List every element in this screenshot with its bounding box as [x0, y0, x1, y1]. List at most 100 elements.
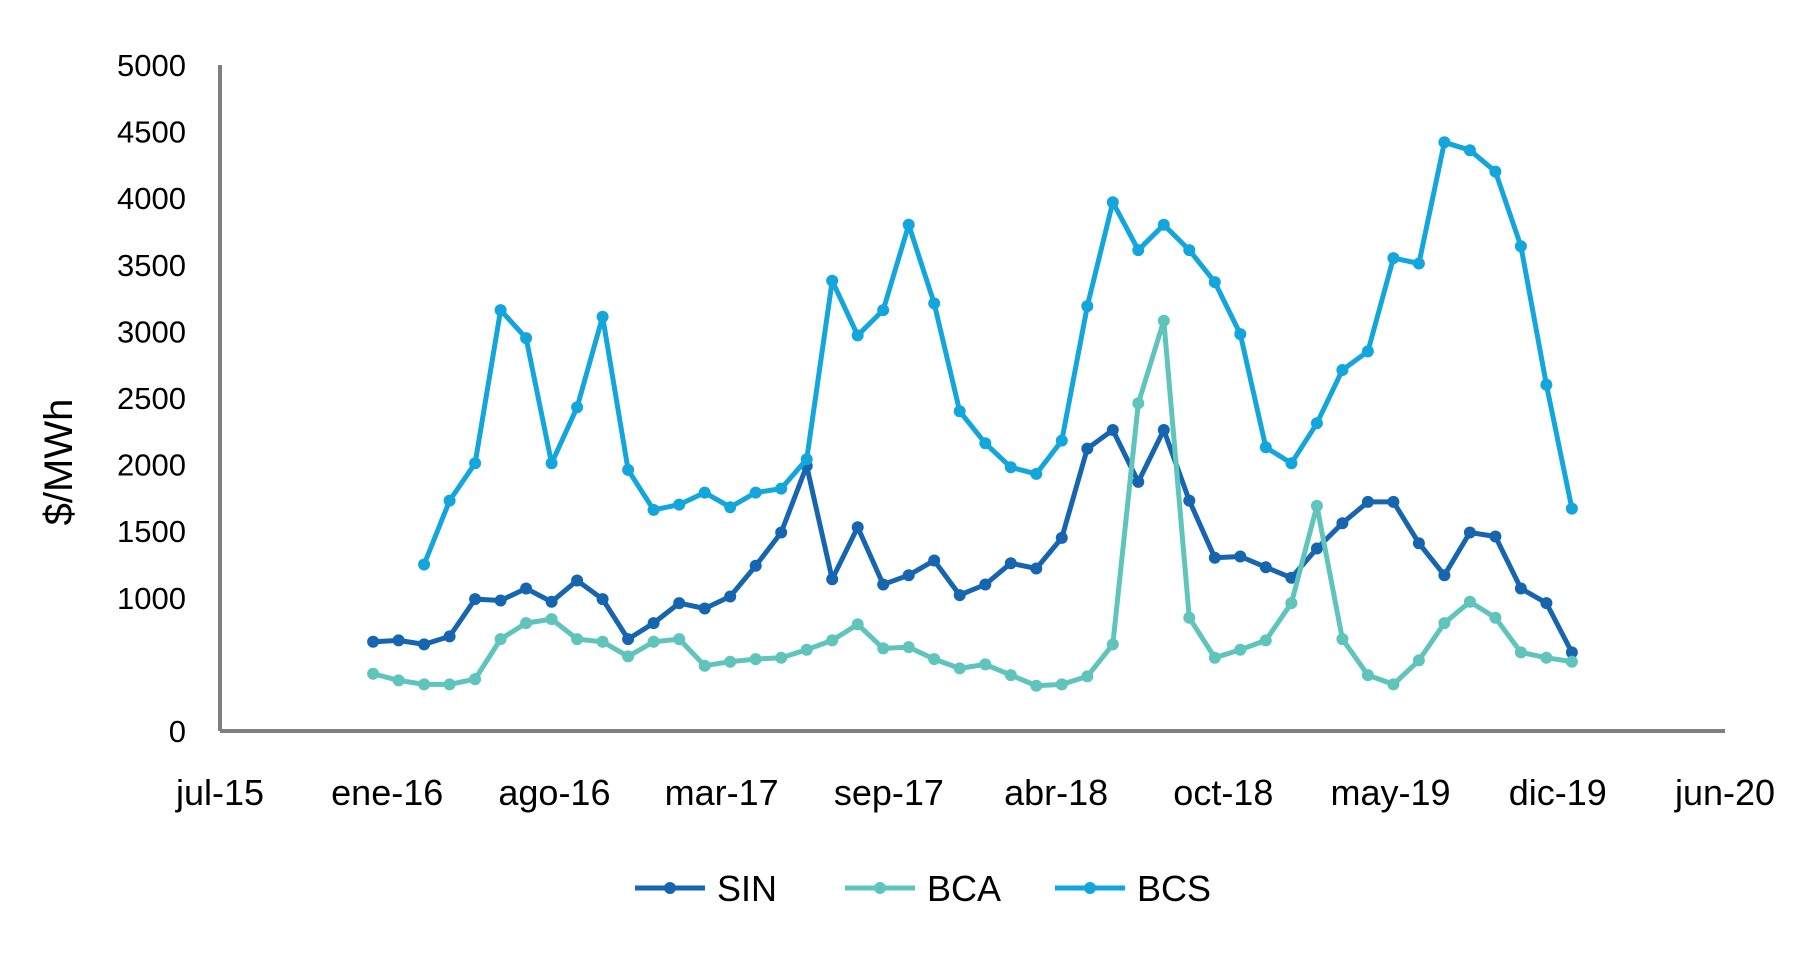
x-tick-label: abr-18: [1004, 772, 1108, 813]
series-bca: [367, 314, 1578, 692]
data-point: [1387, 678, 1400, 691]
data-point: [1234, 643, 1247, 656]
data-point: [647, 503, 660, 516]
data-point: [520, 332, 533, 345]
x-tick-label: dic-19: [1509, 772, 1607, 813]
data-point: [1081, 442, 1094, 455]
data-point: [1157, 424, 1170, 436]
y-axis: 0 1000 1500 2000 2500 3000 3500 4000 4500 5000: [117, 48, 222, 749]
x-axis: jul-15 ene-16 ago-16 mar-17 sep-17 abr-18 oct-…: [175, 729, 1775, 813]
data-point: [928, 554, 941, 567]
data-point: [775, 482, 788, 495]
data-point: [545, 613, 558, 626]
data-point: [800, 453, 813, 466]
data-point: [1030, 562, 1043, 575]
data-point: [851, 329, 864, 342]
data-point: [596, 593, 609, 606]
data-point: [698, 659, 711, 672]
data-point: [571, 633, 584, 646]
data-point: [877, 304, 890, 317]
legend-item-sin: SIN: [635, 868, 777, 909]
data-point: [1412, 654, 1425, 667]
y-axis-label: $/MWh: [37, 399, 81, 526]
data-point: [1310, 499, 1323, 512]
data-point: [1361, 669, 1374, 682]
data-point: [1183, 611, 1196, 624]
data-point: [571, 574, 584, 587]
x-tick-label: oct-18: [1173, 772, 1273, 813]
data-point: [1310, 417, 1323, 430]
data-point: [877, 578, 890, 591]
data-point: [596, 310, 609, 323]
data-point: [928, 653, 941, 666]
legend-item-bca: BCA: [845, 868, 1001, 909]
data-point: [1540, 378, 1553, 391]
data-point: [520, 582, 533, 595]
data-point: [1234, 550, 1247, 563]
data-point: [1412, 257, 1425, 270]
legend-label: SIN: [717, 868, 777, 909]
data-point: [1463, 144, 1476, 157]
data-point: [1336, 517, 1349, 530]
data-point: [1183, 494, 1196, 507]
data-point: [1081, 300, 1094, 313]
data-point: [1361, 345, 1374, 358]
x-tick-label: sep-17: [834, 772, 944, 813]
legend-item-bcs: BCS: [1055, 868, 1211, 909]
data-point: [1132, 475, 1145, 488]
data-point: [1438, 617, 1451, 630]
data-point: [545, 457, 558, 470]
data-point: [1081, 670, 1094, 683]
data-point: [1489, 530, 1502, 543]
data-point: [953, 662, 966, 675]
x-tick-label: jun-20: [1674, 772, 1775, 813]
data-point: [1565, 655, 1578, 668]
data-point: [1565, 502, 1578, 515]
data-point: [1463, 595, 1476, 608]
y-tick-label: 0: [169, 714, 186, 749]
y-tick-label: 1500: [117, 514, 186, 549]
legend-marker: [874, 882, 886, 894]
data-point: [800, 643, 813, 656]
data-point: [1208, 651, 1221, 664]
data-point: [1310, 542, 1323, 555]
legend: SIN BCA BCS: [635, 868, 1211, 909]
data-point: [1285, 597, 1298, 610]
data-point: [1361, 495, 1374, 508]
data-point: [1208, 551, 1221, 564]
data-point: [1336, 633, 1349, 646]
data-point: [1489, 611, 1502, 624]
data-point: [877, 642, 890, 655]
series-bcs: [418, 136, 1578, 571]
data-point: [1514, 582, 1527, 595]
data-point: [749, 486, 762, 499]
data-point: [902, 641, 915, 654]
y-tick-label: 4500: [117, 115, 186, 150]
data-point: [622, 463, 635, 476]
data-point: [1106, 638, 1119, 651]
data-point: [826, 573, 839, 586]
series-line-bcs: [421, 139, 1575, 567]
data-point: [1565, 646, 1578, 659]
data-point: [418, 678, 431, 691]
data-point: [928, 297, 941, 310]
data-point: [826, 634, 839, 647]
data-point: [1004, 669, 1017, 682]
data-point: [1259, 441, 1272, 454]
data-point: [1132, 244, 1145, 257]
data-point: [443, 494, 456, 507]
data-point: [902, 218, 915, 231]
data-point: [367, 667, 380, 680]
data-point: [673, 633, 686, 646]
data-point: [545, 595, 558, 608]
data-point: [1540, 651, 1553, 664]
data-point: [469, 673, 482, 686]
x-tick-label: mar-17: [665, 772, 779, 813]
data-point: [749, 653, 762, 666]
series-sin: [367, 424, 1578, 659]
data-point: [1132, 397, 1145, 410]
y-tick-label: 2500: [117, 381, 186, 416]
data-point: [749, 559, 762, 572]
data-point: [596, 635, 609, 648]
